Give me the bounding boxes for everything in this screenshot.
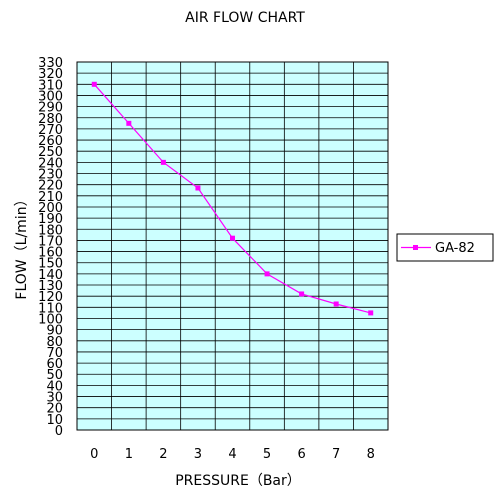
data-point — [368, 310, 374, 316]
y-tick-label: 190 — [38, 212, 63, 227]
y-tick-label: 330 — [38, 56, 63, 71]
x-tick-label: 1 — [125, 447, 133, 462]
legend-marker — [413, 245, 418, 250]
data-point — [195, 185, 201, 191]
legend: GA-82 — [396, 233, 494, 262]
y-tick-label: 10 — [46, 413, 63, 428]
x-axis-ticks: 0 1 2 3 4 5 6 7 8 — [90, 447, 375, 462]
y-tick-label: 310 — [38, 78, 63, 93]
data-point — [126, 120, 132, 126]
y-axis-ticks: 0102030405060708090100110120130140150160… — [38, 56, 63, 439]
series-layer — [91, 81, 374, 316]
y-tick-label: 290 — [38, 101, 63, 116]
y-tick-label: 300 — [38, 89, 63, 104]
y-tick-label: 130 — [38, 279, 63, 294]
y-tick-label: 240 — [38, 156, 63, 171]
y-tick-label: 170 — [38, 234, 63, 249]
x-tick-label: 0 — [90, 447, 98, 462]
y-tick-label: 320 — [38, 67, 63, 82]
y-tick-label: 180 — [38, 223, 63, 238]
y-tick-label: 270 — [38, 123, 63, 138]
data-point — [160, 159, 166, 165]
x-tick-label: 2 — [159, 447, 167, 462]
x-tick-label: 5 — [263, 447, 271, 462]
data-point — [91, 81, 97, 87]
y-axis-title: FLOW（L/min） — [14, 192, 30, 299]
y-tick-label: 260 — [38, 134, 63, 149]
y-tick-label: 280 — [38, 112, 63, 127]
y-tick-label: 0 — [55, 424, 63, 439]
data-point — [333, 301, 339, 307]
data-point — [230, 235, 235, 241]
y-tick-label: 60 — [46, 357, 63, 372]
x-tick-label: 3 — [194, 447, 202, 462]
x-tick-label: 6 — [297, 447, 305, 462]
y-tick-label: 80 — [46, 335, 63, 350]
grid-lines — [77, 62, 388, 430]
y-tick-label: 120 — [38, 290, 63, 305]
y-tick-label: 220 — [38, 179, 63, 194]
chart-title: AIR FLOW CHART — [185, 10, 305, 26]
y-tick-label: 90 — [46, 324, 63, 339]
y-tick-label: 50 — [46, 368, 63, 383]
y-tick-label: 140 — [38, 268, 63, 283]
x-axis-title: PRESSURE（Bar） — [175, 473, 301, 489]
y-tick-label: 40 — [46, 379, 63, 394]
y-tick-label: 30 — [46, 391, 63, 406]
y-tick-label: 110 — [38, 301, 63, 316]
x-tick-label: 7 — [332, 447, 340, 462]
plot-frame — [76, 61, 389, 431]
x-tick-label: 8 — [367, 447, 375, 462]
y-tick-label: 70 — [46, 346, 63, 361]
y-tick-label: 200 — [38, 201, 63, 216]
data-point — [299, 291, 305, 297]
x-tick-label: 4 — [228, 447, 236, 462]
legend-label: GA-82 — [435, 241, 475, 256]
y-tick-label: 20 — [46, 402, 63, 417]
y-tick-label: 100 — [38, 312, 63, 327]
y-tick-label: 230 — [38, 168, 63, 183]
y-tick-label: 250 — [38, 145, 63, 160]
y-tick-label: 150 — [38, 257, 63, 272]
data-point — [264, 271, 270, 277]
y-tick-label: 160 — [38, 246, 63, 261]
y-tick-label: 210 — [38, 190, 63, 205]
